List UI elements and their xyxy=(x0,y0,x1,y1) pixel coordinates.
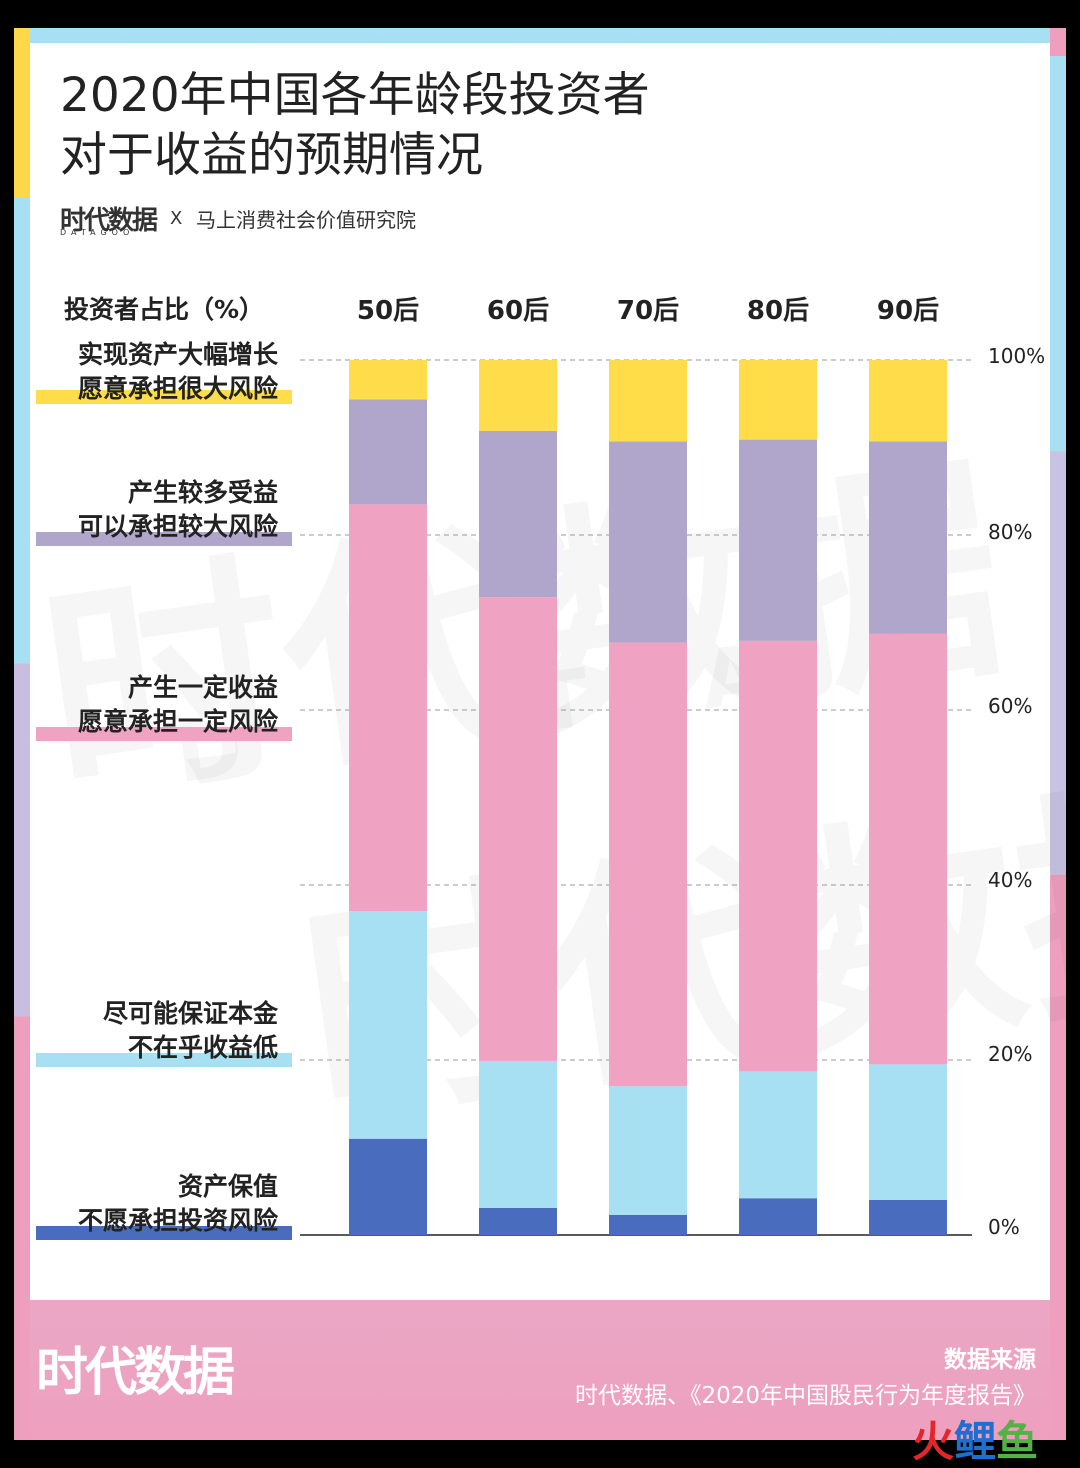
chart-title: 2020年中国各年龄段投资者 对于收益的预期情况 xyxy=(60,66,650,186)
legend-text-line: 产生一定收益 xyxy=(127,673,278,702)
corner-logo-char: 鲤 xyxy=(954,1417,997,1466)
category-label: 80后 xyxy=(746,296,810,326)
category-label: 90后 xyxy=(876,296,940,326)
bar-segment xyxy=(349,504,427,912)
bar-segment xyxy=(739,360,817,440)
bar-segment xyxy=(739,1071,817,1199)
bar-segment xyxy=(739,1198,817,1235)
bar-segment xyxy=(609,1086,687,1215)
legend-swatch xyxy=(36,390,292,404)
legend-text-line: 不愿承担投资风险 xyxy=(77,1206,278,1235)
source-title: 数据来源 xyxy=(944,1347,1036,1373)
category-label: 60后 xyxy=(486,296,550,326)
corner-logo-char: 鱼 xyxy=(996,1417,1039,1466)
corner-logo: 火鲤鱼 xyxy=(912,1418,1038,1466)
legend-text-line: 尽可能保证本金 xyxy=(102,999,278,1028)
brand-x: X xyxy=(170,208,183,229)
bar-segment xyxy=(609,1214,687,1235)
y-tick-label: 40% xyxy=(988,868,1033,892)
footer-logo: 时代数据 xyxy=(36,1343,235,1403)
bar-segment xyxy=(609,642,687,1087)
brand-logo-sub: DATAGOO xyxy=(60,228,135,237)
brand-partner: 马上消费社会价值研究院 xyxy=(196,208,416,232)
y-tick-label: 20% xyxy=(988,1042,1033,1066)
title-line-1: 2020年中国各年龄段投资者 xyxy=(60,68,650,123)
bar-segment xyxy=(869,441,947,634)
corner-logo-char: 火 xyxy=(912,1417,955,1466)
legend-text-line: 资产保值 xyxy=(177,1172,278,1201)
left-color-edge xyxy=(14,28,30,1440)
bar-segment xyxy=(479,1207,557,1235)
bar-segment xyxy=(479,1060,557,1208)
y-tick-label: 80% xyxy=(988,520,1033,544)
y-tick-label: 0% xyxy=(988,1215,1020,1239)
y-tick-label: 100% xyxy=(988,344,1046,368)
legend-text-line: 愿意承担一定风险 xyxy=(77,707,278,736)
bar-segment xyxy=(869,1064,947,1200)
right-color-edge xyxy=(1050,28,1066,1440)
bar-segment xyxy=(869,633,947,1065)
bar-segment xyxy=(479,597,557,1061)
legend-text-line: 实现资产大幅增长 xyxy=(77,340,278,369)
bar-segment xyxy=(349,360,427,400)
bar-segment xyxy=(349,911,427,1139)
legend-text-line: 产生较多受益 xyxy=(127,478,278,507)
legend-text-line: 不在乎收益低 xyxy=(127,1033,278,1062)
bar-segment xyxy=(869,1200,947,1235)
y-axis-label: 投资者占比（%） xyxy=(64,295,265,324)
legend-text-line: 愿意承担很大风险 xyxy=(77,374,278,403)
legend-text-line: 可以承担较大风险 xyxy=(77,512,278,541)
bar-segment xyxy=(479,360,557,431)
bar-segment xyxy=(609,360,687,442)
bar-segment xyxy=(869,360,947,442)
bar-segment xyxy=(609,441,687,643)
brand-logo: 时代数据 xyxy=(60,206,158,236)
y-tick-label: 60% xyxy=(988,694,1033,718)
legend-swatch xyxy=(36,1226,292,1240)
bar-segment xyxy=(739,640,817,1072)
title-line-2: 对于收益的预期情况 xyxy=(60,128,483,183)
source-text: 时代数据、《2020年中国股民行为年度报告》 xyxy=(574,1383,1036,1409)
bar-segment xyxy=(349,399,427,505)
legend-swatch xyxy=(36,1053,292,1067)
bar-segment xyxy=(349,1138,427,1235)
category-label: 70后 xyxy=(616,296,680,326)
category-label: 50后 xyxy=(356,296,420,326)
bar-segment xyxy=(479,430,557,598)
legend-swatch xyxy=(36,727,292,741)
legend-swatch xyxy=(36,532,292,546)
bar-segment xyxy=(739,439,817,641)
